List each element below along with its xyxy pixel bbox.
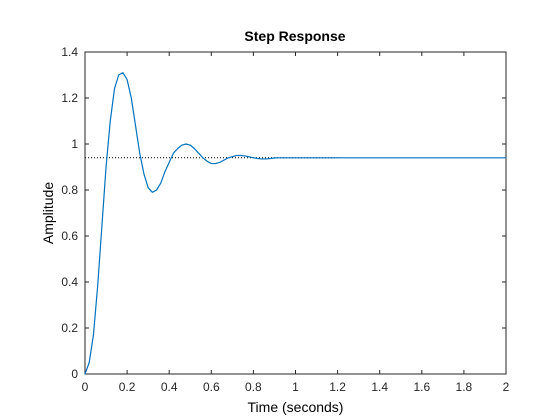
step-response-series-line xyxy=(84,72,507,375)
y-tick-label: 0.8 xyxy=(61,183,78,197)
plot-frame xyxy=(84,51,507,375)
y-tick-label: 1 xyxy=(71,137,78,151)
x-tick-label: 1.6 xyxy=(413,380,430,394)
x-tick-label: 1 xyxy=(292,380,299,394)
y-tick-label: 1.4 xyxy=(61,45,78,59)
y-axis-ticks: 0 0.2 0.4 0.6 0.8 1 1.2 1.4 xyxy=(61,45,506,381)
y-tick-label: 0.6 xyxy=(61,229,78,243)
series-group xyxy=(84,72,507,375)
x-tick-label: 0.4 xyxy=(161,380,178,394)
x-tick-label: 1.2 xyxy=(329,380,346,394)
x-axis-label: Time (seconds) xyxy=(248,399,344,415)
x-tick-label: 0.2 xyxy=(119,380,136,394)
x-axis-ticks: 0 0.2 0.4 0.6 0.8 1 1.2 1.4 1.6 1.8 2 xyxy=(82,52,510,394)
y-tick-label: 0.4 xyxy=(61,275,78,289)
y-axis-label: Amplitude xyxy=(40,182,56,244)
x-tick-label: 0 xyxy=(82,380,89,394)
x-tick-label: 0.8 xyxy=(245,380,262,394)
x-tick-label: 0.6 xyxy=(203,380,220,394)
y-tick-label: 0 xyxy=(71,367,78,381)
chart-title: Step Response xyxy=(244,28,345,44)
y-tick-label: 0.2 xyxy=(61,321,78,335)
x-tick-label: 2 xyxy=(503,380,510,394)
x-tick-label: 1.8 xyxy=(456,380,473,394)
x-tick-label: 1.4 xyxy=(371,380,388,394)
y-tick-label: 1.2 xyxy=(61,91,78,105)
